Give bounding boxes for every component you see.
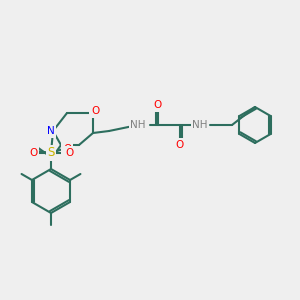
Text: N: N: [47, 126, 55, 136]
Text: O: O: [176, 140, 184, 150]
Text: S: S: [47, 146, 55, 160]
Text: O: O: [29, 148, 37, 158]
Text: NH: NH: [192, 120, 208, 130]
Text: O: O: [65, 148, 73, 158]
Text: O: O: [91, 106, 99, 116]
Text: O: O: [29, 146, 37, 156]
Text: NH: NH: [130, 120, 146, 130]
Text: O: O: [154, 100, 162, 110]
Text: O: O: [63, 144, 71, 154]
